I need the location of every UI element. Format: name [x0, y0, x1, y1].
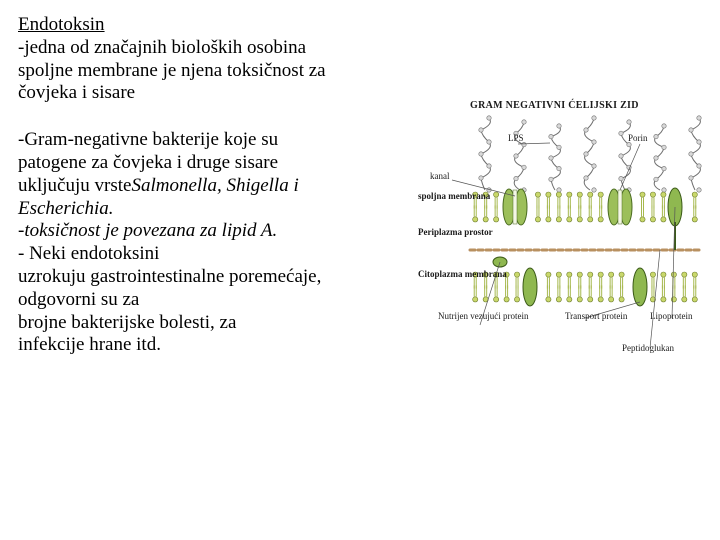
label-transport: Transport protein	[565, 312, 627, 321]
label-outer-membrane: spoljna membrana	[418, 192, 490, 201]
diagram-title: GRAM NEGATIVNI ĆELIJSKI ZID	[470, 100, 639, 111]
cell-wall-svg	[400, 100, 710, 400]
label-peptidoglycan: Peptidoglukan	[622, 344, 674, 353]
p2-l6: - Neki endotoksini	[18, 243, 398, 266]
label-periplasm: Periplazma prostor	[418, 228, 493, 237]
p2-l7: uzrokuju gastrointestinalne poremećaje,	[18, 266, 398, 289]
p2-l2: patogene za čovjeka i druge sisare	[18, 152, 398, 175]
p1-l1: -jedna od značajnih bioloških osobina	[18, 37, 398, 60]
p2-l3: uključuju vrsteSalmonella, Shigella i	[18, 175, 398, 198]
label-lps: LPS	[508, 134, 524, 143]
label-nutrient: Nutrijen vezujući protein	[438, 312, 528, 321]
p1-l3: čovjeka i sisare	[18, 82, 398, 105]
p2-l4: Escherichia.	[18, 198, 398, 221]
p2-l1: -Gram-negativne bakterije koje su	[18, 129, 398, 152]
cell-wall-diagram: GRAM NEGATIVNI ĆELIJSKI ZID LPS Porin ka…	[400, 100, 710, 400]
p2-l5: -toksičnost je povezana za lipid A.	[18, 220, 398, 243]
label-kanal: kanal	[430, 172, 450, 181]
label-lipoprotein: Lipoprotein	[650, 312, 693, 321]
label-porin: Porin	[628, 134, 648, 143]
text-column: Endotoksin -jedna od značajnih bioloških…	[18, 14, 398, 357]
p2-l8: odgovorni su za	[18, 289, 398, 312]
p1-l2: spoljne membrane je njena toksičnost za	[18, 60, 398, 83]
p2-l10: infekcije hrane itd.	[18, 334, 398, 357]
p2-l9: brojne bakterijske bolesti, za	[18, 312, 398, 335]
paragraph-2: -Gram-negativne bakterije koje su patoge…	[18, 129, 398, 357]
title: Endotoksin	[18, 14, 398, 37]
label-cyto-membrane: Citoplazma membrana	[418, 270, 507, 279]
